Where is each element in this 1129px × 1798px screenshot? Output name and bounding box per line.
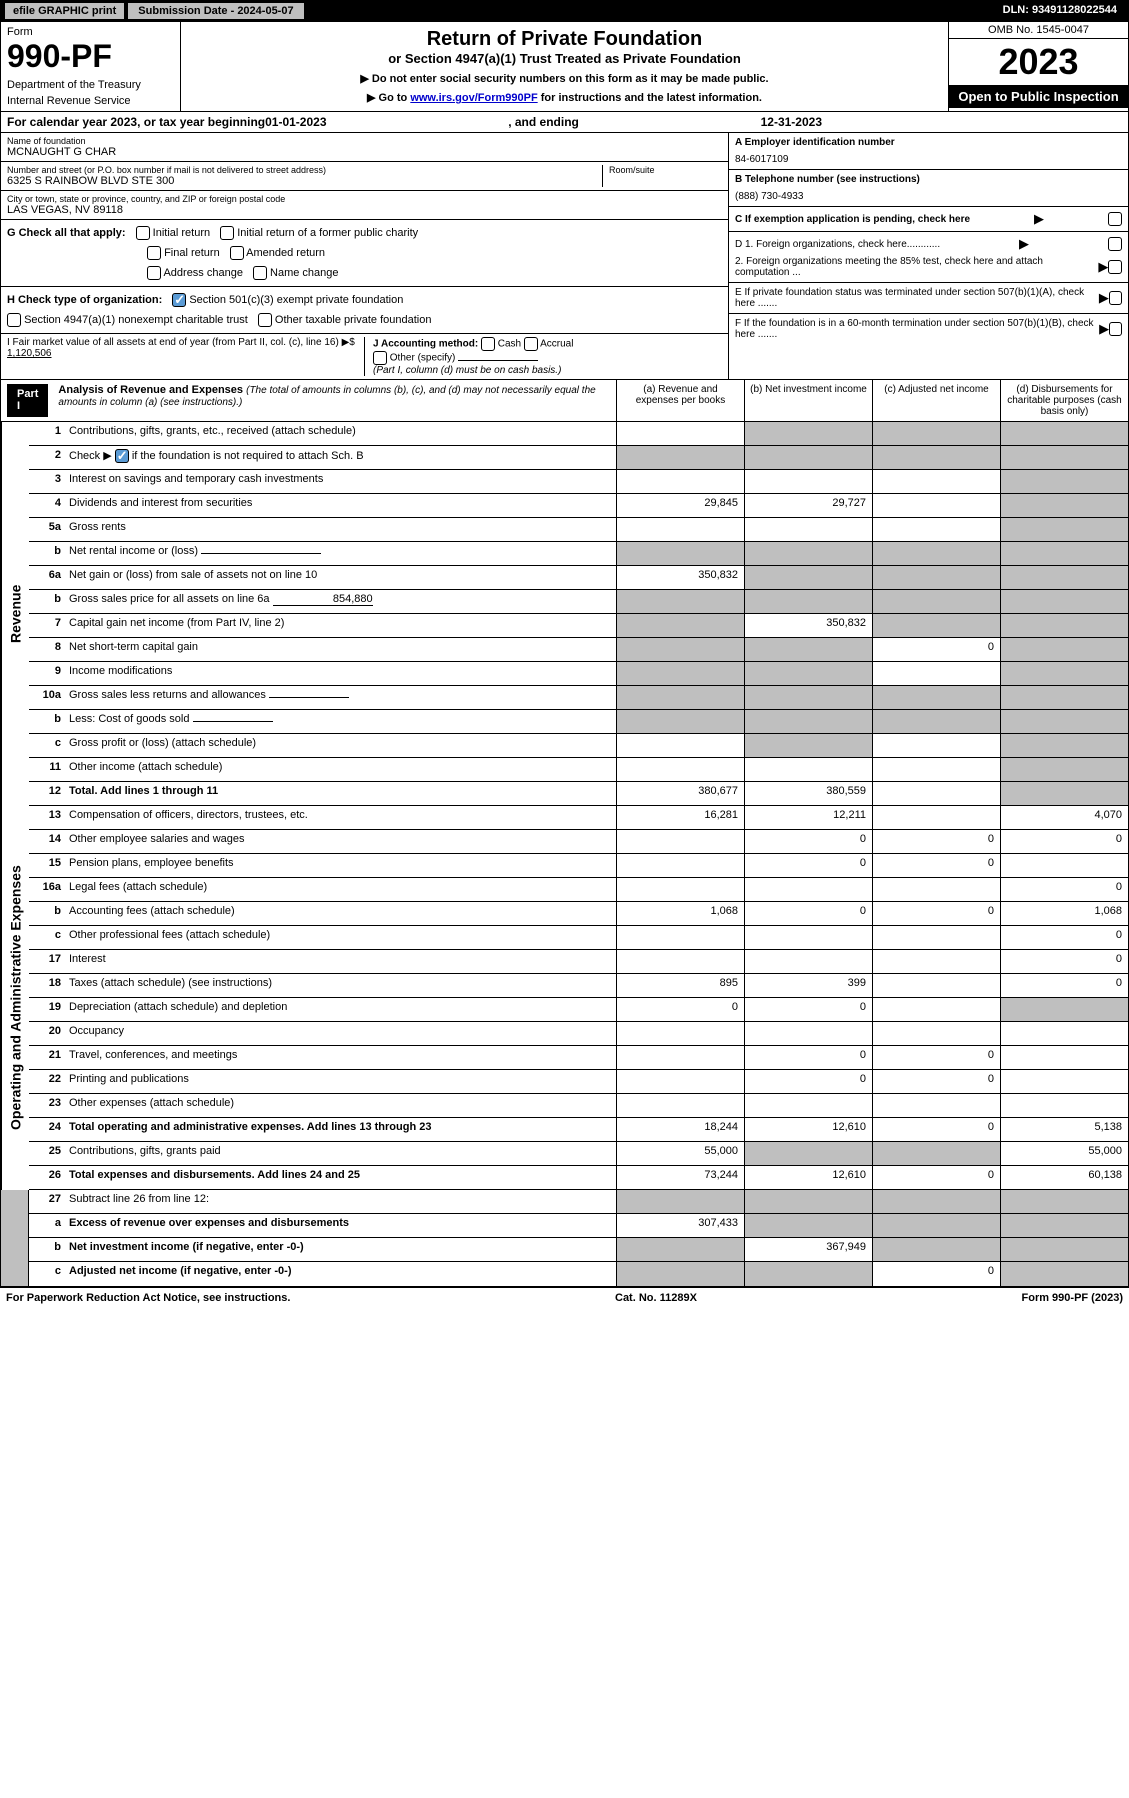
h-check-row: H Check type of organization: Section 50… xyxy=(1,287,728,313)
tel-label: B Telephone number (see instructions) xyxy=(735,174,1122,185)
form-title: Return of Private Foundation xyxy=(187,28,942,51)
line27-section: 27Subtract line 26 from line 12: aExcess… xyxy=(0,1190,1129,1287)
ein-label: A Employer identification number xyxy=(735,137,1122,148)
part1-header-row: Part I Analysis of Revenue and Expenses … xyxy=(0,380,1129,422)
form-label: Form xyxy=(7,26,174,38)
r6a-a: 350,832 xyxy=(616,566,744,589)
col-c-header: (c) Adjusted net income xyxy=(872,380,1000,421)
revenue-section: Revenue 1Contributions, gifts, grants, e… xyxy=(0,422,1129,806)
form-number: 990-PF xyxy=(7,38,174,75)
open-public-badge: Open to Public Inspection xyxy=(949,85,1128,108)
irs-label: Internal Revenue Service xyxy=(7,95,174,107)
calendar-year-row: For calendar year 2023, or tax year begi… xyxy=(0,112,1129,133)
cb-d2[interactable] xyxy=(1108,260,1122,274)
revenue-label: Revenue xyxy=(1,422,29,806)
r12-a: 380,677 xyxy=(616,782,744,805)
cb-initial-former[interactable] xyxy=(220,226,234,240)
city-label: City or town, state or province, country… xyxy=(7,194,722,204)
irs-link[interactable]: www.irs.gov/Form990PF xyxy=(410,92,537,104)
cb-final-return[interactable] xyxy=(147,246,161,260)
c-label: C If exemption application is pending, c… xyxy=(735,214,970,225)
i-label: I Fair market value of all assets at end… xyxy=(7,337,355,348)
r4-a: 29,845 xyxy=(616,494,744,517)
cb-other-taxable[interactable] xyxy=(258,313,272,327)
foundation-address: 6325 S RAINBOW BLVD STE 300 xyxy=(7,175,602,187)
expenses-label: Operating and Administrative Expenses xyxy=(1,806,29,1190)
addr-label: Number and street (or P.O. box number if… xyxy=(7,165,602,175)
cb-cash[interactable] xyxy=(481,337,495,351)
ein-value: 84-6017109 xyxy=(735,154,1122,165)
col-a-header: (a) Revenue and expenses per books xyxy=(616,380,744,421)
cb-e[interactable] xyxy=(1109,291,1122,305)
part1-badge: Part I xyxy=(7,384,48,417)
d1-label: D 1. Foreign organizations, check here..… xyxy=(735,239,940,250)
cb-4947a1[interactable] xyxy=(7,313,21,327)
tax-begin-date: 01-01-2023 xyxy=(265,115,326,129)
tax-year: 2023 xyxy=(949,39,1128,85)
submission-date: Submission Date - 2024-05-07 xyxy=(127,2,304,20)
form-subtitle: or Section 4947(a)(1) Trust Treated as P… xyxy=(187,51,942,66)
foundation-info: Name of foundation MCNAUGHT G CHAR Numbe… xyxy=(0,133,1129,380)
cb-amended-return[interactable] xyxy=(230,246,244,260)
d2-label: 2. Foreign organizations meeting the 85%… xyxy=(735,256,1098,278)
cat-no: Cat. No. 11289X xyxy=(615,1292,697,1304)
part1-title: Analysis of Revenue and Expenses xyxy=(58,384,243,396)
f-label: F If the foundation is in a 60-month ter… xyxy=(735,318,1099,340)
e-label: E If private foundation status was termi… xyxy=(735,287,1099,309)
r8-c: 0 xyxy=(872,638,1000,661)
cb-other-method[interactable] xyxy=(373,351,387,365)
form-id-block: Form 990-PF Department of the Treasury I… xyxy=(1,22,181,111)
cb-accrual[interactable] xyxy=(524,337,538,351)
cb-name-change[interactable] xyxy=(253,266,267,280)
efile-badge: efile GRAPHIC print xyxy=(4,2,125,20)
cb-sch-b[interactable] xyxy=(115,449,129,463)
paperwork-notice: For Paperwork Reduction Act Notice, see … xyxy=(6,1292,290,1304)
room-label: Room/suite xyxy=(609,165,722,175)
expenses-section: Operating and Administrative Expenses 13… xyxy=(0,806,1129,1190)
form-note-2: ▶ Go to www.irs.gov/Form990PF for instru… xyxy=(187,91,942,104)
footer: For Paperwork Reduction Act Notice, see … xyxy=(0,1287,1129,1308)
col-d-header: (d) Disbursements for charitable purpose… xyxy=(1000,380,1128,421)
form-title-block: Return of Private Foundation or Section … xyxy=(181,22,948,111)
cb-d1[interactable] xyxy=(1108,237,1122,251)
top-bar: efile GRAPHIC print Submission Date - 20… xyxy=(0,0,1129,22)
g-check-row: G Check all that apply: Initial return I… xyxy=(1,220,728,246)
r6b-val: 854,880 xyxy=(273,593,373,606)
dept-treasury: Department of the Treasury xyxy=(7,79,174,91)
form-ref: Form 990-PF (2023) xyxy=(1022,1292,1123,1304)
cb-address-change[interactable] xyxy=(147,266,161,280)
cb-c[interactable] xyxy=(1108,212,1122,226)
r4-b: 29,727 xyxy=(744,494,872,517)
name-label: Name of foundation xyxy=(7,136,722,146)
omb-number: OMB No. 1545-0047 xyxy=(949,22,1128,39)
foundation-name: MCNAUGHT G CHAR xyxy=(7,146,722,158)
year-block: OMB No. 1545-0047 2023 Open to Public In… xyxy=(948,22,1128,111)
form-note-1: ▶ Do not enter social security numbers o… xyxy=(187,72,942,85)
tel-value: (888) 730-4933 xyxy=(735,191,1122,202)
r12-b: 380,559 xyxy=(744,782,872,805)
cb-initial-return[interactable] xyxy=(136,226,150,240)
tax-end-date: 12-31-2023 xyxy=(761,115,822,129)
form-header: Form 990-PF Department of the Treasury I… xyxy=(0,22,1129,112)
r7-b: 350,832 xyxy=(744,614,872,637)
foundation-city: LAS VEGAS, NV 89118 xyxy=(7,204,722,216)
col-b-header: (b) Net investment income xyxy=(744,380,872,421)
fair-market-value: 1,120,506 xyxy=(7,348,52,359)
dln: DLN: 93491128022544 xyxy=(995,2,1125,20)
cb-501c3[interactable] xyxy=(172,293,186,307)
cb-f[interactable] xyxy=(1109,322,1122,336)
